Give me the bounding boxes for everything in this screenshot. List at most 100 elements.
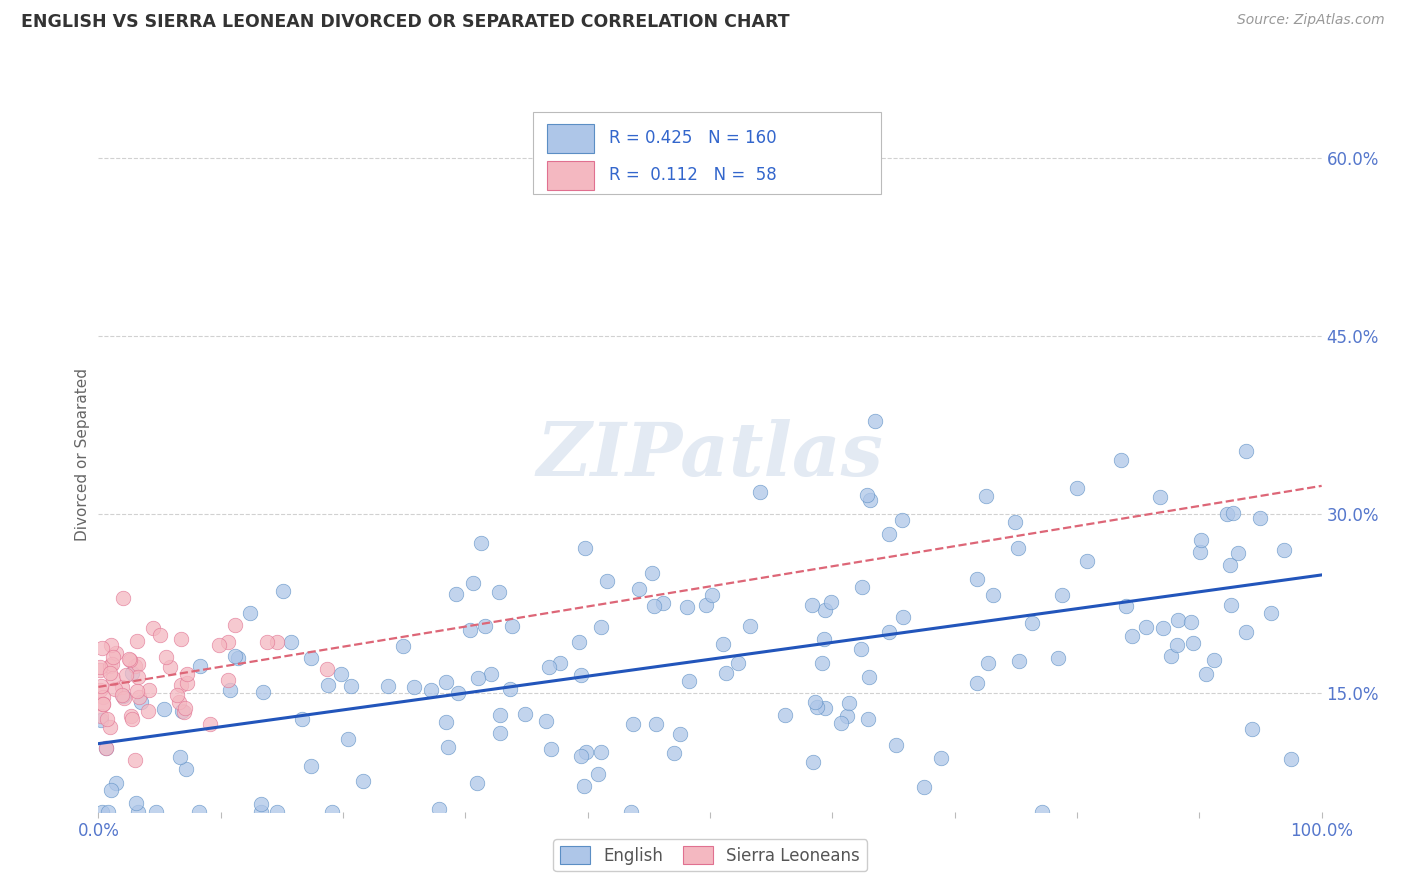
Point xyxy=(217,673,239,687)
Point xyxy=(299,758,322,772)
Point xyxy=(1167,613,1189,627)
Point xyxy=(176,676,198,690)
Point xyxy=(727,657,749,671)
Point xyxy=(427,802,450,816)
Point xyxy=(434,715,457,730)
Point xyxy=(974,489,997,503)
Point xyxy=(218,683,240,698)
Point xyxy=(1076,554,1098,568)
Point xyxy=(568,635,591,649)
Point xyxy=(121,665,143,680)
Point xyxy=(695,598,717,612)
Point xyxy=(479,667,502,681)
Point xyxy=(467,671,489,685)
Point xyxy=(125,797,148,811)
Point xyxy=(316,678,339,692)
Point xyxy=(97,805,120,819)
Point xyxy=(89,660,111,674)
Point xyxy=(249,797,271,811)
Text: R =  0.112   N =  58: R = 0.112 N = 58 xyxy=(609,166,776,184)
Point xyxy=(537,659,560,673)
Point xyxy=(801,755,824,769)
Point xyxy=(419,682,441,697)
Point xyxy=(103,671,125,685)
Point xyxy=(173,700,195,714)
Point xyxy=(849,642,872,657)
Point xyxy=(321,805,343,819)
Point xyxy=(1226,546,1249,560)
Point xyxy=(830,715,852,730)
Point xyxy=(98,665,121,680)
Point xyxy=(714,666,737,681)
Point xyxy=(458,624,481,638)
Point xyxy=(574,541,596,556)
Point xyxy=(118,652,141,666)
Point xyxy=(540,741,562,756)
Point xyxy=(90,708,112,723)
Point xyxy=(619,805,641,819)
Y-axis label: Divorced or Separated: Divorced or Separated xyxy=(75,368,90,541)
Point xyxy=(170,632,193,646)
FancyBboxPatch shape xyxy=(533,112,882,194)
Point xyxy=(1180,615,1202,629)
Point xyxy=(138,704,160,718)
Point xyxy=(127,670,149,684)
Point xyxy=(110,680,132,694)
Point xyxy=(94,741,117,756)
Point xyxy=(200,716,222,731)
Point xyxy=(447,686,470,700)
Point xyxy=(1160,648,1182,663)
Text: ZIPatlas: ZIPatlas xyxy=(537,418,883,491)
Point xyxy=(101,650,124,665)
Point xyxy=(1004,515,1026,529)
Point xyxy=(125,633,148,648)
Point xyxy=(120,709,142,723)
Point xyxy=(100,638,122,652)
Point xyxy=(167,695,190,709)
Point xyxy=(1219,599,1241,613)
Point xyxy=(499,681,522,696)
Point xyxy=(1272,543,1295,558)
Point xyxy=(89,683,111,698)
Point xyxy=(1249,511,1271,525)
Point xyxy=(596,574,619,588)
Point xyxy=(120,653,142,667)
Point xyxy=(391,639,413,653)
Point xyxy=(352,774,374,789)
Point xyxy=(966,572,988,586)
Point xyxy=(93,698,115,712)
Point xyxy=(813,632,835,646)
Point xyxy=(100,657,122,672)
Point xyxy=(669,727,692,741)
Point xyxy=(820,595,842,609)
Point xyxy=(1050,588,1073,602)
Point xyxy=(252,685,274,699)
Point xyxy=(91,690,114,705)
Point xyxy=(574,779,596,793)
Point xyxy=(858,670,880,684)
Point xyxy=(1152,621,1174,635)
Point xyxy=(329,667,352,681)
Point xyxy=(239,607,262,621)
Point xyxy=(124,659,146,673)
Point xyxy=(129,695,152,709)
Point xyxy=(1047,651,1070,665)
Point xyxy=(851,581,873,595)
Point xyxy=(488,707,510,722)
Point xyxy=(773,708,796,723)
Point xyxy=(188,805,211,819)
Point xyxy=(1135,620,1157,634)
Point xyxy=(208,638,231,652)
Point xyxy=(155,650,177,665)
Point xyxy=(291,713,314,727)
Point xyxy=(1007,541,1029,555)
Point xyxy=(104,646,127,660)
Point xyxy=(444,587,467,601)
Point xyxy=(112,691,135,706)
Point xyxy=(89,663,111,677)
Point xyxy=(127,684,149,698)
Point xyxy=(112,591,135,606)
Point xyxy=(1202,653,1225,667)
Point xyxy=(337,732,360,747)
Point xyxy=(434,674,457,689)
